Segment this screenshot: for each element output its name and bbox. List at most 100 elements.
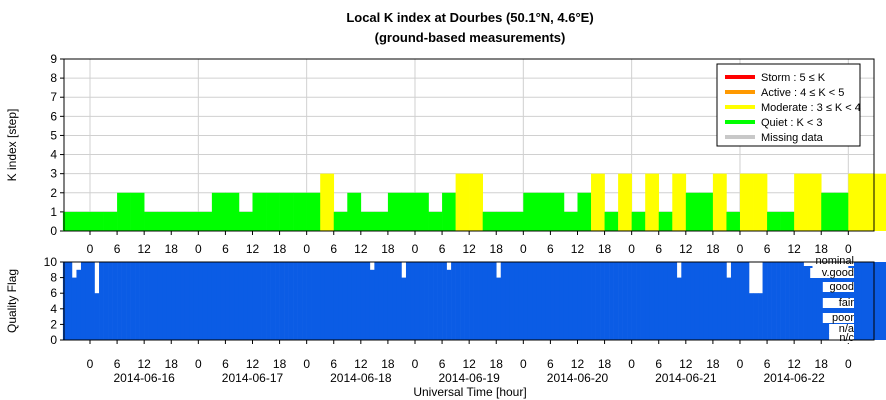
quality-bar bbox=[247, 262, 253, 340]
quality-bar bbox=[473, 262, 479, 340]
k-y-tick-label: 8 bbox=[50, 71, 57, 85]
date-label: 2014-06-17 bbox=[222, 371, 284, 385]
quality-bar bbox=[216, 262, 222, 340]
quality-bar bbox=[451, 262, 456, 340]
quality-bar bbox=[667, 262, 673, 340]
quality-bar bbox=[139, 262, 145, 340]
quality-bar bbox=[157, 262, 163, 340]
k-bar bbox=[509, 211, 524, 231]
k-x-tick-label: 12 bbox=[137, 242, 151, 256]
q-x-tick-label: 12 bbox=[354, 357, 368, 371]
quality-bar bbox=[812, 277, 818, 340]
k-x-tick-label: 18 bbox=[815, 242, 829, 256]
quality-bar bbox=[469, 262, 474, 340]
quality-bar bbox=[514, 262, 520, 340]
quality-bar bbox=[225, 262, 231, 340]
quality-category-label: v.good bbox=[822, 267, 854, 279]
k-bar bbox=[780, 211, 795, 231]
k-bar bbox=[252, 192, 267, 231]
k-bar bbox=[563, 211, 578, 231]
k-bar bbox=[699, 192, 714, 231]
quality-bar bbox=[568, 262, 574, 340]
q-x-tick-label: 12 bbox=[137, 357, 151, 371]
date-label: 2014-06-20 bbox=[547, 371, 609, 385]
quality-bar bbox=[834, 277, 840, 340]
quality-bar bbox=[627, 262, 632, 340]
quality-bar bbox=[663, 262, 669, 340]
quality-bar bbox=[405, 262, 411, 340]
q-x-tick-label: 6 bbox=[764, 357, 771, 371]
quality-bar bbox=[807, 262, 813, 340]
quality-bar bbox=[446, 269, 452, 340]
k-bar bbox=[577, 192, 592, 231]
quality-bar bbox=[839, 277, 845, 340]
legend-label: Missing data bbox=[761, 132, 824, 144]
quality-category-label: n/a bbox=[839, 323, 855, 335]
quality-bar bbox=[478, 262, 483, 340]
quality-bar bbox=[442, 262, 447, 340]
chart-title-line1: Local K index at Dourbes (50.1°N, 4.6°E) bbox=[346, 10, 593, 25]
quality-bar bbox=[712, 262, 718, 340]
quality-bar bbox=[721, 262, 727, 340]
k-bar bbox=[618, 173, 632, 231]
quality-bar bbox=[130, 262, 136, 340]
quality-bar bbox=[776, 262, 781, 340]
k-bar bbox=[103, 211, 118, 231]
q-y-tick-label: 6 bbox=[50, 286, 57, 300]
k-bar bbox=[875, 173, 886, 231]
quality-bar bbox=[532, 262, 538, 340]
quality-bar bbox=[581, 262, 587, 340]
k-x-tick-label: 12 bbox=[679, 242, 693, 256]
quality-bar bbox=[148, 262, 154, 340]
q-x-tick-label: 18 bbox=[706, 357, 720, 371]
k-bar bbox=[821, 192, 836, 231]
k-x-tick-label: 6 bbox=[764, 242, 771, 256]
quality-bar bbox=[658, 262, 664, 340]
date-label: 2014-06-18 bbox=[330, 371, 392, 385]
quality-bar bbox=[505, 262, 511, 340]
quality-bar bbox=[798, 262, 804, 340]
quality-bar bbox=[527, 262, 533, 340]
quality-bar bbox=[207, 262, 213, 340]
k-bar bbox=[496, 211, 511, 231]
quality-bar bbox=[392, 262, 398, 340]
quality-bar bbox=[785, 262, 790, 340]
k-bar bbox=[442, 192, 456, 231]
quality-bar bbox=[613, 262, 619, 340]
quality-bar bbox=[749, 293, 754, 340]
k-bar bbox=[157, 211, 172, 231]
date-label: 2014-06-21 bbox=[655, 371, 717, 385]
k-bar bbox=[225, 192, 240, 231]
quality-bar bbox=[80, 262, 86, 340]
quality-bar bbox=[99, 262, 104, 340]
quality-bar bbox=[482, 262, 488, 340]
k-bar bbox=[712, 173, 727, 231]
quality-bar bbox=[71, 277, 77, 340]
q-x-tick-label: 12 bbox=[462, 357, 476, 371]
quality-bar bbox=[870, 262, 876, 340]
q-x-tick-label: 6 bbox=[655, 357, 662, 371]
k-bar bbox=[90, 211, 104, 231]
q-y-tick-label: 2 bbox=[50, 317, 57, 331]
k-bar bbox=[672, 173, 687, 231]
k-index-y-label: K index [step] bbox=[5, 109, 19, 182]
quality-bar bbox=[401, 277, 407, 340]
quality-bar bbox=[333, 262, 339, 340]
q-x-tick-label: 6 bbox=[114, 357, 121, 371]
quality-bar bbox=[717, 262, 723, 340]
quality-bar bbox=[708, 262, 714, 340]
k-y-tick-label: 6 bbox=[50, 109, 57, 123]
q-x-tick-label: 0 bbox=[303, 357, 310, 371]
q-x-tick-label: 18 bbox=[381, 357, 395, 371]
quality-bar bbox=[730, 262, 736, 340]
quality-bar bbox=[193, 262, 199, 340]
date-labels: 2014-06-16 2014-06-17 2014-06-18 2014-06-19… bbox=[113, 371, 825, 385]
legend-label: Active : 4 ≤ K < 5 bbox=[761, 87, 844, 99]
quality-category-bg bbox=[822, 313, 854, 323]
quality-category-bg bbox=[829, 324, 854, 334]
quality-bar bbox=[541, 262, 547, 340]
quality-bar bbox=[518, 262, 524, 340]
quality-bar bbox=[726, 277, 732, 340]
q-x-tick-label: 18 bbox=[598, 357, 612, 371]
k-bar bbox=[62, 211, 77, 231]
